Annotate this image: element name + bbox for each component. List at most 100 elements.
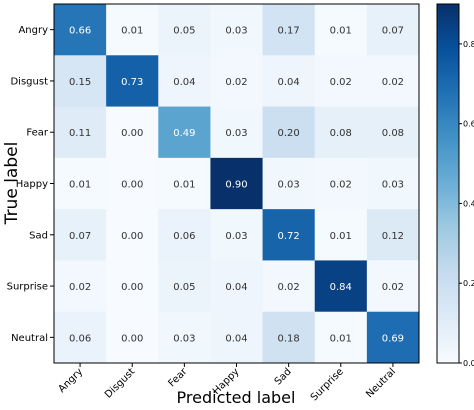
cell-value-label: 0.15 (69, 77, 91, 88)
cell-value-label: 0.08 (330, 128, 352, 139)
heatmap-cell (54, 4, 107, 56)
heatmap-cells (54, 4, 420, 364)
heatmap-cell-labels: 0.66 0.01 0.05 0.03 0.17 0.01 0.07 0.15 0.73 0.04… (69, 26, 404, 345)
cell-value-label: 0.03 (382, 180, 404, 191)
cell-value-label: 0.00 (121, 231, 143, 242)
heatmap-cell (106, 157, 159, 210)
y-axis-label: True label (2, 142, 22, 226)
cell-value-label: 0.07 (69, 231, 91, 242)
cell-value-label: 0.03 (278, 180, 300, 191)
y-tick-label: Disgust (10, 76, 48, 87)
y-tick-label: Fear (26, 128, 48, 139)
x-tick-label: Surprise (309, 366, 346, 403)
cell-value-label: 0.01 (69, 180, 91, 191)
cell-value-label: 0.08 (382, 128, 404, 139)
colorbar-ticks: 0.0 0.2 0.4 0.6 0.8 (459, 40, 474, 368)
heatmap-cell (158, 209, 211, 261)
heatmap-cell (210, 311, 263, 364)
x-tick-label: Fear (166, 366, 190, 390)
heatmap-cell (314, 4, 368, 56)
colorbar-tick-label: 0.2 (463, 279, 474, 288)
x-axis-label: Predicted label (177, 388, 296, 407)
heatmap-cell (210, 260, 263, 313)
cell-value-label: 0.01 (330, 26, 352, 37)
heatmap-cell (314, 55, 368, 107)
heatmap-cell (262, 311, 316, 364)
cell-value-label: 0.02 (330, 180, 352, 191)
heatmap-cell (106, 260, 159, 313)
cell-value-label: 0.02 (330, 77, 352, 88)
cell-value-label: 0.00 (121, 180, 143, 191)
colorbar-tick-label: 0.8 (463, 40, 474, 49)
heatmap-cell (106, 106, 159, 159)
heatmap-cell (54, 106, 107, 159)
x-tick-label: Sad (273, 366, 294, 387)
cell-value-label: 0.01 (121, 26, 143, 37)
cell-value-label: 0.04 (225, 282, 247, 293)
cell-value-label: 0.00 (121, 128, 143, 139)
heatmap-cell (54, 55, 107, 107)
heatmap-cell (366, 260, 420, 313)
heatmap-cell (314, 209, 368, 261)
colorbar-tick-label: 0.4 (463, 199, 474, 208)
cell-value-label: 0.01 (173, 180, 195, 191)
cell-value-label: 0.05 (173, 282, 195, 293)
heatmap-cell (314, 260, 368, 313)
cell-value-label: 0.02 (278, 282, 300, 293)
heatmap-cell (158, 157, 211, 210)
cell-value-label: 0.03 (173, 333, 195, 344)
cell-value-label: 0.90 (225, 180, 247, 191)
heatmap-cell (366, 4, 420, 56)
cell-value-label: 0.84 (330, 282, 352, 293)
heatmap-cell (54, 209, 107, 261)
heatmap-cell (210, 55, 263, 107)
cell-value-label: 0.02 (69, 282, 91, 293)
cell-value-label: 0.49 (173, 128, 195, 139)
x-tick-label: Angry (57, 366, 86, 395)
cell-value-label: 0.06 (173, 231, 195, 242)
cell-value-label: 0.03 (225, 231, 247, 242)
heatmap-cell (210, 209, 263, 261)
heatmap-cell (262, 106, 316, 159)
cell-value-label: 0.01 (330, 333, 352, 344)
heatmap-cell (158, 260, 211, 313)
heatmap-cell (262, 157, 316, 210)
heatmap-cell (158, 4, 211, 56)
heatmap-cell (54, 260, 107, 313)
x-tick-label: Neutral (364, 366, 398, 400)
heatmap-cell (106, 311, 159, 364)
cell-value-label: 0.66 (69, 26, 91, 37)
heatmap-cell (314, 106, 368, 159)
heatmap-cell (366, 106, 420, 159)
heatmap-cell (210, 4, 263, 56)
heatmap-cell (106, 209, 159, 261)
heatmap-cell (54, 311, 107, 364)
heatmap-cell (366, 157, 420, 210)
cell-value-label: 0.02 (225, 77, 247, 88)
heatmap-cell (314, 311, 368, 364)
cell-value-label: 0.05 (173, 26, 195, 37)
heatmap-cell (158, 106, 211, 159)
cell-value-label: 0.00 (121, 333, 143, 344)
cell-value-label: 0.07 (382, 26, 404, 37)
y-tick-label: Sad (29, 230, 48, 241)
heatmap-cell (210, 106, 263, 159)
heatmap-cell (366, 311, 420, 364)
x-tick-label: Disgust (103, 366, 137, 400)
heatmap-cell (366, 209, 420, 261)
cell-value-label: 0.06 (69, 333, 91, 344)
heatmap-cell (314, 157, 368, 210)
heatmap-cell (262, 55, 316, 107)
colorbar (436, 3, 460, 364)
heatmap-cell (262, 209, 316, 261)
cell-value-label: 0.03 (225, 26, 247, 37)
colorbar-tick-label: 0.6 (463, 120, 474, 129)
cell-value-label: 0.18 (278, 333, 300, 344)
cell-value-label: 0.17 (278, 26, 300, 37)
heatmap-cell (54, 157, 107, 210)
cell-value-label: 0.00 (121, 282, 143, 293)
cell-value-label: 0.20 (278, 128, 300, 139)
y-axis-ticks: Angry Disgust Fear Happy Sad Surprise Neutral (7, 25, 54, 344)
cell-value-label: 0.04 (173, 77, 195, 88)
